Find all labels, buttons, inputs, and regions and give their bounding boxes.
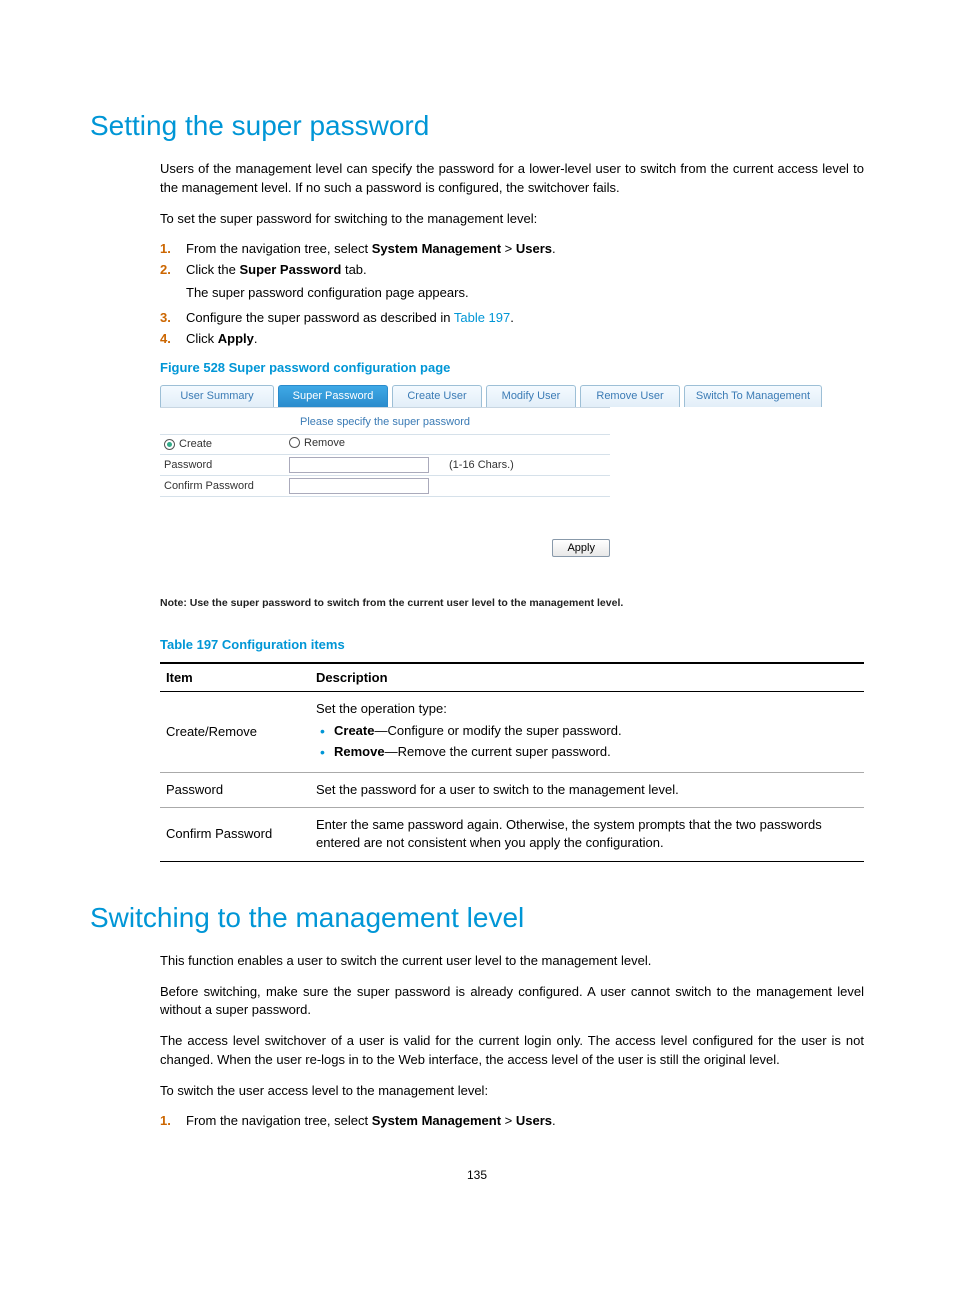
sub-step: The super password configuration page ap… (186, 285, 864, 300)
radio-icon (164, 439, 175, 450)
step-number: 2. (160, 262, 186, 277)
tab-user-summary[interactable]: User Summary (160, 385, 274, 407)
paragraph: Before switching, make sure the super pa… (160, 983, 864, 1021)
radio-remove[interactable]: Remove (289, 437, 345, 449)
tab-switch-to-management[interactable]: Switch To Management (684, 385, 822, 407)
radio-icon (289, 437, 300, 448)
ui-panel: Please specify the super password Create… (160, 407, 610, 497)
figure-caption: Figure 528 Super password configuration … (160, 360, 864, 375)
cell-item: Confirm Password (160, 808, 310, 861)
step-text: Click Apply. (186, 331, 864, 346)
cell-item: Password (160, 773, 310, 808)
cell-item: Create/Remove (160, 691, 310, 773)
table-caption: Table 197 Configuration items (160, 637, 864, 652)
paragraph: To switch the user access level to the m… (160, 1082, 864, 1101)
step-number: 1. (160, 1113, 186, 1128)
col-header-item: Item (160, 663, 310, 692)
step-text: From the navigation tree, select System … (186, 241, 864, 256)
paragraph: The access level switchover of a user is… (160, 1032, 864, 1070)
ui-screenshot: User Summary Super Password Create User … (160, 385, 864, 609)
step-text: Click the Super Password tab. (186, 262, 864, 277)
page-number: 135 (90, 1168, 864, 1182)
step-text: From the navigation tree, select System … (186, 1113, 864, 1128)
radio-create-label: Create (179, 438, 212, 450)
radio-remove-label: Remove (304, 437, 345, 449)
steps-list-a: 1. From the navigation tree, select Syst… (160, 241, 864, 277)
step-number: 1. (160, 241, 186, 256)
cell-description: Enter the same password again. Otherwise… (310, 808, 864, 861)
table-row: Create/Remove Set the operation type: Cr… (160, 691, 864, 773)
intro-paragraph: Users of the management level can specif… (160, 160, 864, 198)
heading-setting-super-password: Setting the super password (90, 110, 864, 142)
config-table: Item Description Create/Remove Set the o… (160, 662, 864, 862)
cell-description: Set the operation type: Create—Configure… (310, 691, 864, 773)
password-input[interactable] (289, 457, 429, 473)
tab-super-password[interactable]: Super Password (278, 385, 388, 407)
steps-list-a-cont: 3. Configure the super password as descr… (160, 310, 864, 346)
ui-prompt: Please specify the super password (160, 408, 610, 434)
step-number: 4. (160, 331, 186, 346)
step-text: Configure the super password as describe… (186, 310, 864, 325)
apply-button[interactable]: Apply (552, 539, 610, 557)
tab-remove-user[interactable]: Remove User (580, 385, 680, 407)
confirm-password-label: Confirm Password (160, 478, 285, 494)
cell-description: Set the password for a user to switch to… (310, 773, 864, 808)
table-row: Confirm Password Enter the same password… (160, 808, 864, 861)
col-header-description: Description (310, 663, 864, 692)
password-label: Password (160, 457, 285, 473)
table-row: Password Set the password for a user to … (160, 773, 864, 808)
password-hint: (1-16 Chars.) (445, 457, 610, 473)
radio-create[interactable]: Create (164, 438, 212, 450)
heading-switching-to-management: Switching to the management level (90, 902, 864, 934)
step-number: 3. (160, 310, 186, 325)
tab-modify-user[interactable]: Modify User (486, 385, 576, 407)
paragraph: This function enables a user to switch t… (160, 952, 864, 971)
tab-bar: User Summary Super Password Create User … (160, 385, 864, 407)
lead-paragraph: To set the super password for switching … (160, 210, 864, 229)
steps-list-b: 1. From the navigation tree, select Syst… (160, 1113, 864, 1128)
confirm-password-input[interactable] (289, 478, 429, 494)
table-197-link[interactable]: Table 197 (454, 310, 510, 325)
ui-note: Note: Use the super password to switch f… (160, 597, 864, 609)
tab-create-user[interactable]: Create User (392, 385, 482, 407)
